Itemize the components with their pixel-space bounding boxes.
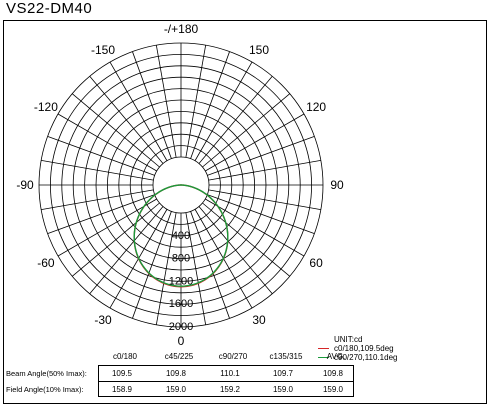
grid-spoke-300 — [57, 198, 157, 257]
legend-item-c90: c90/270,110.1deg — [318, 353, 397, 362]
col-header-c90: c90/270 — [218, 352, 248, 361]
grid-spoke-80 — [208, 189, 321, 211]
chart-frame: 400 800 1200 1600 2000 -/+180 -150 150 -120 120 -9… — [3, 20, 487, 404]
grid-spoke-50 — [202, 202, 291, 277]
field-c90: 159.2 — [219, 385, 241, 394]
angle-label-90: 90 — [330, 178, 344, 192]
grid-spoke-10 — [185, 212, 207, 325]
radial-tick-2000: 2000 — [169, 321, 193, 333]
grid-spoke-170 — [185, 45, 207, 158]
angle-label-30: 30 — [252, 313, 266, 327]
beam-c45: 109.8 — [165, 369, 187, 378]
angle-label--150: -150 — [91, 43, 115, 57]
grid-spoke-20 — [190, 211, 230, 319]
row-label-beam: Beam Angle(50% Imax): — [6, 369, 87, 378]
beam-c135: 109.7 — [272, 369, 294, 378]
grid-spoke-160 — [190, 51, 230, 159]
grid-spoke-220 — [89, 75, 164, 164]
grid-spoke-120 — [205, 113, 305, 172]
grid-spoke-290 — [47, 194, 155, 234]
grid-spoke-130 — [202, 93, 291, 168]
grid-spoke-260 — [41, 159, 154, 181]
col-header-c0: c0/180 — [112, 352, 138, 361]
legend-swatch-c0 — [318, 348, 329, 349]
radial-tick-400: 400 — [172, 230, 190, 242]
field-avg: 159.0 — [322, 385, 344, 394]
legend-item-c0: c0/180,109.5deg — [318, 344, 397, 353]
grid-spoke-240 — [57, 113, 157, 172]
angle-label-60: 60 — [309, 256, 323, 270]
series-curve-1 — [133, 184, 229, 287]
legend: UNIT:cd c0/180,109.5deg c90/270,110.1deg — [318, 335, 397, 362]
grid-spoke-320 — [89, 206, 164, 295]
grid-spoke-150 — [194, 61, 253, 161]
angle-label-120: 120 — [306, 100, 326, 114]
field-c0: 158.9 — [111, 385, 133, 394]
angle-label-180: -/+180 — [164, 22, 199, 36]
angle-label--90: -90 — [16, 178, 34, 192]
angle-label-0: 0 — [178, 334, 185, 348]
grid-spoke-350 — [155, 212, 177, 325]
angle-label--30: -30 — [94, 313, 112, 327]
grid-spoke-40 — [198, 206, 273, 295]
beam-c90: 110.1 — [220, 369, 240, 378]
beam-avg: 109.8 — [322, 369, 344, 378]
radial-tick-800: 800 — [172, 253, 190, 265]
radial-tick-1600: 1600 — [169, 298, 193, 310]
col-header-c45: c45/225 — [164, 352, 194, 361]
col-header-c135: c135/315 — [269, 352, 303, 361]
table-divider — [99, 381, 353, 382]
angle-label--120: -120 — [34, 100, 58, 114]
grid-spoke-190 — [155, 45, 177, 158]
grid-spoke-280 — [41, 189, 154, 211]
angle-table: 109.5 109.8 110.1 109.7 109.8 158.9 159.… — [98, 365, 354, 397]
angle-label-150: 150 — [249, 43, 269, 57]
radial-tick-1200: 1200 — [169, 275, 193, 287]
grid-spoke-310 — [71, 202, 160, 277]
beam-c0: 109.5 — [111, 369, 133, 378]
grid-spoke-100 — [208, 159, 321, 181]
chart-title: VS22-DM40 — [6, 0, 93, 17]
grid-spoke-250 — [47, 136, 155, 176]
grid-spoke-110 — [207, 136, 315, 176]
grid-spoke-60 — [205, 198, 305, 257]
table-column-headers: c0/180 c45/225 c90/270 c135/315 AVG. — [98, 352, 358, 362]
row-label-field: Field Angle(10% Imax): — [6, 385, 84, 394]
grid-spoke-210 — [109, 61, 168, 161]
legend-swatch-c90 — [318, 357, 329, 358]
grid-spoke-200 — [132, 51, 172, 159]
legend-label-c90: c90/270,110.1deg — [334, 353, 398, 362]
polar-plot: 400 800 1200 1600 2000 -/+180 -150 150 -120 120 -9… — [16, 22, 344, 348]
angle-label--60: -60 — [37, 256, 55, 270]
col-header-avg: AVG. — [326, 352, 346, 361]
field-c135: 159.0 — [272, 385, 294, 394]
legend-label-c0: c0/180,109.5deg — [334, 344, 394, 353]
grid-spoke-230 — [71, 93, 160, 168]
field-c45: 159.0 — [165, 385, 187, 394]
grid-spoke-340 — [132, 211, 172, 319]
grid-spoke-70 — [207, 194, 315, 234]
unit-label: UNIT:cd — [334, 335, 363, 344]
grid-spoke-140 — [198, 75, 273, 164]
